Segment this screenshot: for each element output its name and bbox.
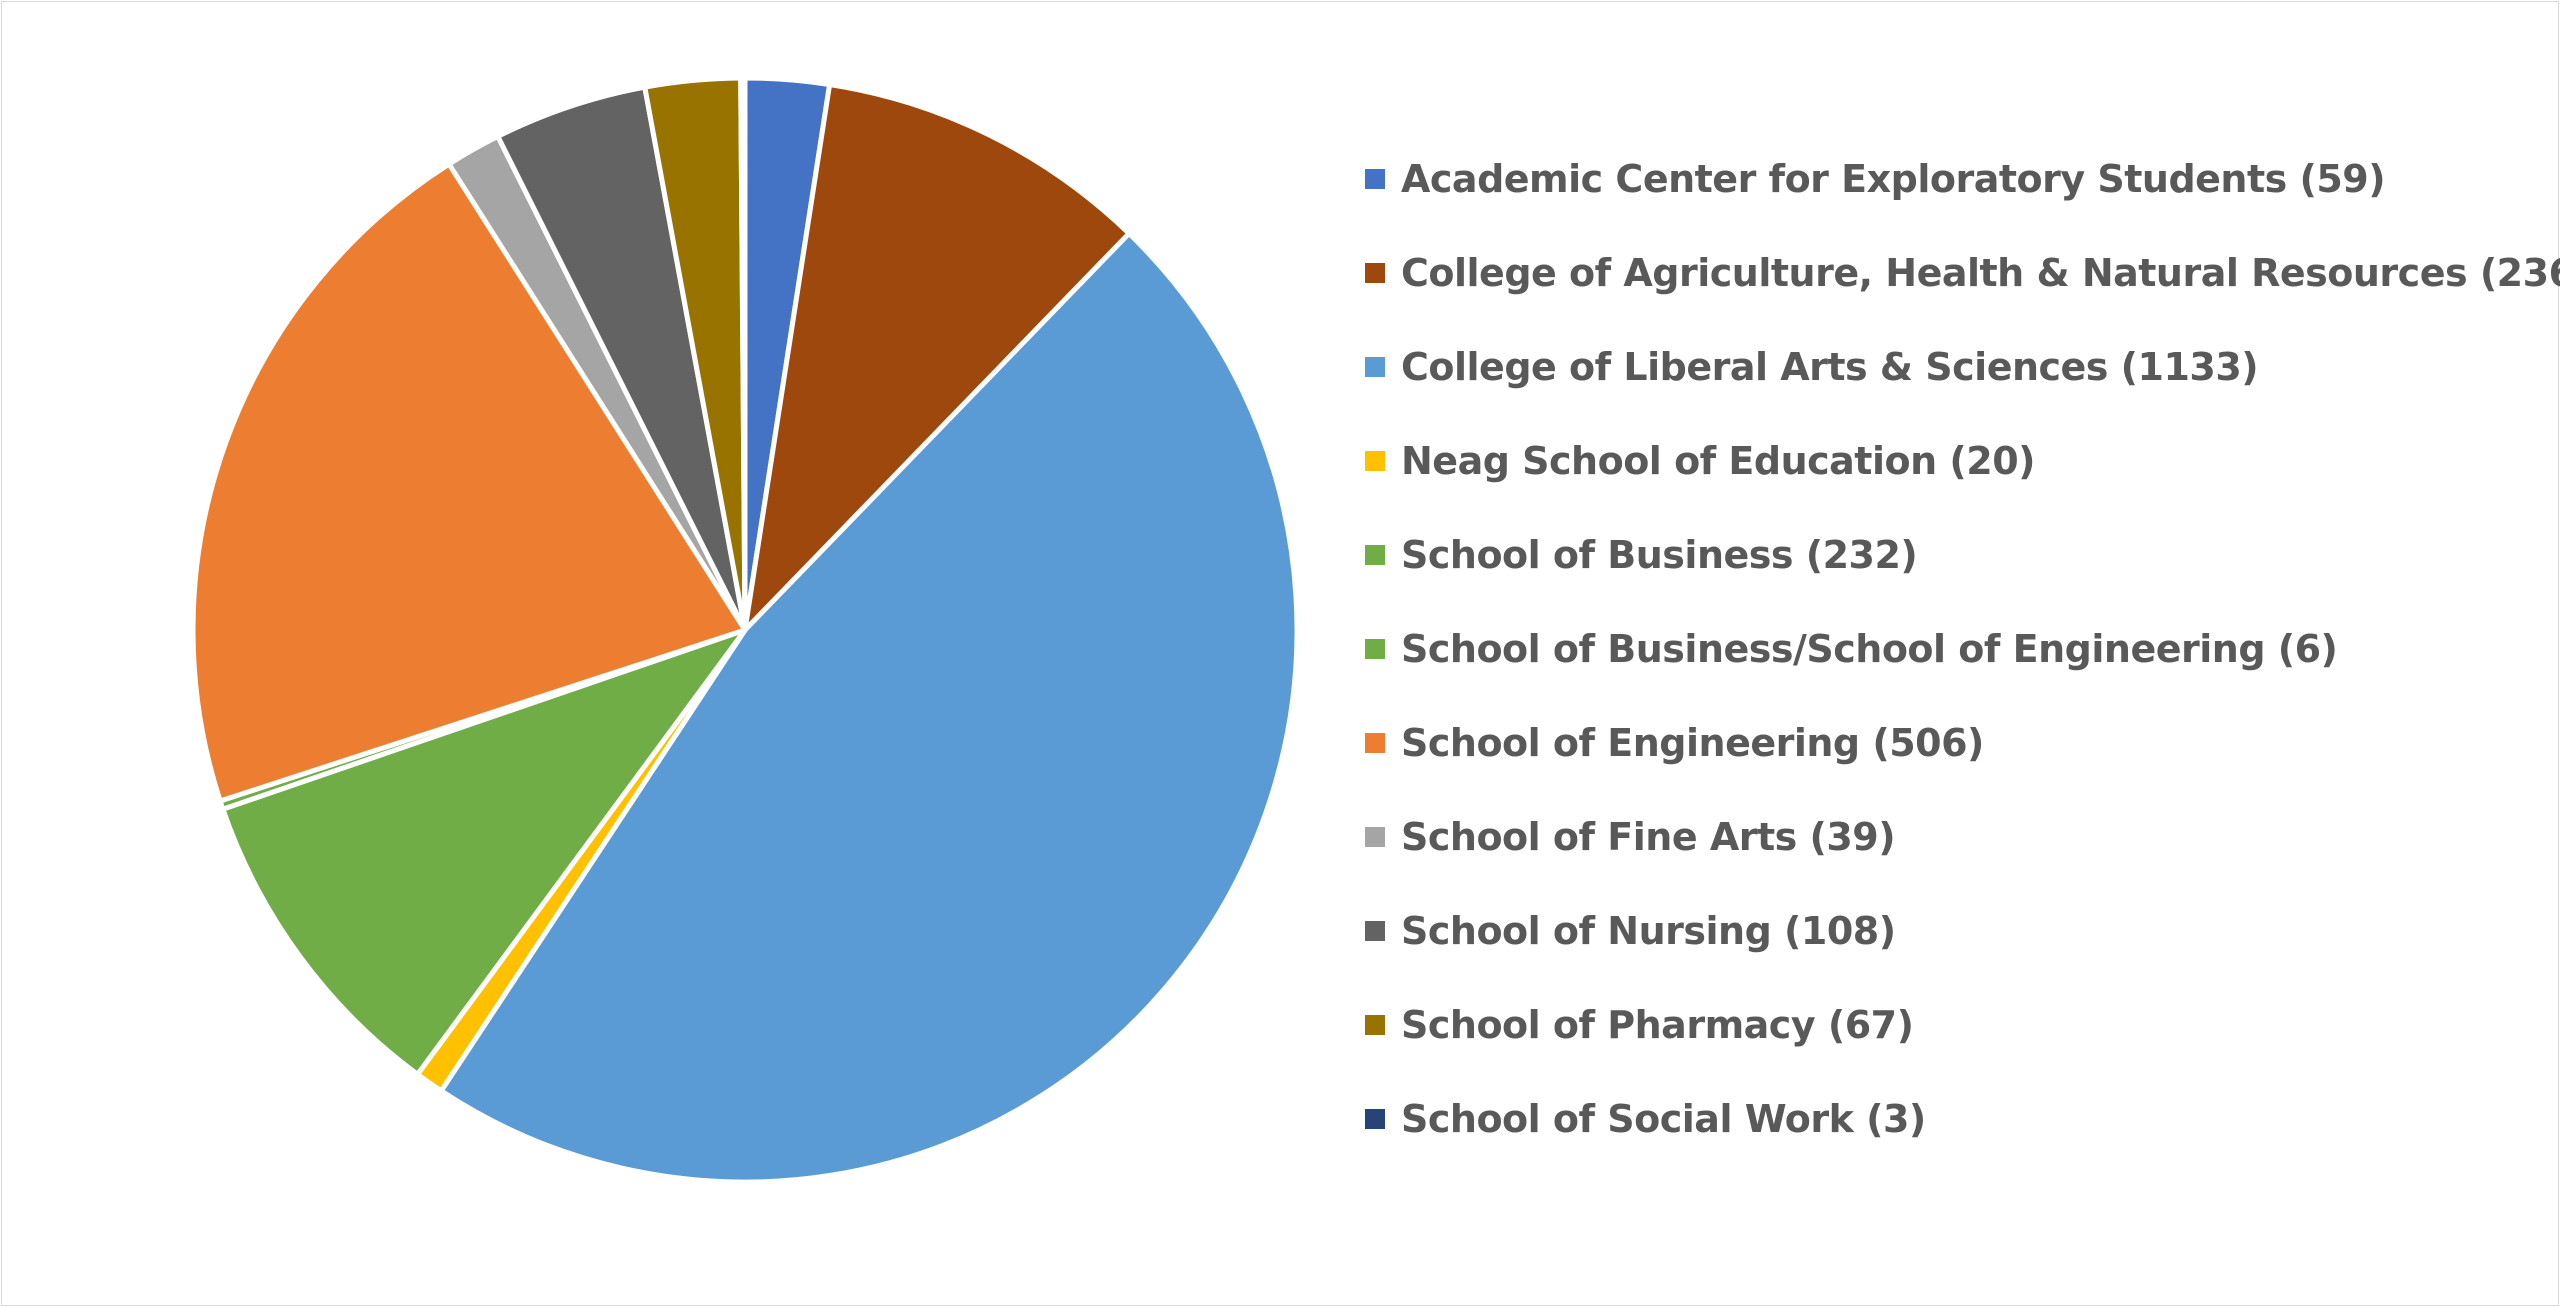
legend-label: School of Fine Arts (39): [1401, 815, 1896, 859]
legend-swatch: [1365, 1015, 1385, 1035]
pie-slice-school-of-engineering: [190, 161, 748, 804]
legend-label: College of Agriculture, Health & Natural…: [1401, 251, 2560, 295]
legend-item-academic-center: Academic Center for Exploratory Students…: [1365, 132, 2560, 226]
legend-label: Academic Center for Exploratory Students…: [1401, 157, 2386, 201]
legend-swatch: [1365, 1109, 1385, 1129]
legend-swatch: [1365, 639, 1385, 659]
legend-item-education: Neag School of Education (20): [1365, 414, 2560, 508]
legend-label: Neag School of Education (20): [1401, 439, 2036, 483]
legend-item-social-work: School of Social Work (3): [1365, 1072, 2560, 1166]
legend-item-liberal-arts: College of Liberal Arts & Sciences (1133…: [1365, 320, 2560, 414]
legend-swatch: [1365, 451, 1385, 471]
pie-slice-school-of-business: [220, 627, 748, 1077]
legend-label: School of Nursing (108): [1401, 909, 1896, 953]
legend-swatch: [1365, 827, 1385, 847]
legend-label: School of Business/School of Engineering…: [1401, 627, 2338, 671]
legend-label: School of Pharmacy (67): [1401, 1003, 1914, 1047]
legend-item-agriculture: College of Agriculture, Health & Natural…: [1365, 226, 2560, 320]
pie-slice-college-of-liberal-arts-sciences: [438, 230, 1300, 1185]
legend-label: School of Social Work (3): [1401, 1097, 1926, 1141]
legend-item-engineering: School of Engineering (506): [1365, 696, 2560, 790]
legend-item-fine-arts: School of Fine Arts (39): [1365, 790, 2560, 884]
legend-label: School of Engineering (506): [1401, 721, 1984, 765]
legend-swatch: [1365, 921, 1385, 941]
legend-swatch: [1365, 169, 1385, 189]
legend-swatch: [1365, 263, 1385, 283]
pie-slice-college-of-agriculture-health-natural-resources: [742, 82, 1132, 633]
legend-swatch: [1365, 545, 1385, 565]
pie-slice-school-of-social-work: [738, 75, 748, 633]
legend-label: School of Business (232): [1401, 533, 1918, 577]
legend-item-nursing: School of Nursing (108): [1365, 884, 2560, 978]
legend-item-pharmacy: School of Pharmacy (67): [1365, 978, 2560, 1072]
legend-item-business: School of Business (232): [1365, 508, 2560, 602]
chart-legend: Academic Center for Exploratory Students…: [1365, 132, 2560, 1166]
legend-swatch: [1365, 357, 1385, 377]
legend-item-business-engineering: School of Business/School of Engineering…: [1365, 602, 2560, 696]
legend-swatch: [1365, 733, 1385, 753]
pie-chart: [190, 75, 1300, 1185]
legend-label: College of Liberal Arts & Sciences (1133…: [1401, 345, 2259, 389]
